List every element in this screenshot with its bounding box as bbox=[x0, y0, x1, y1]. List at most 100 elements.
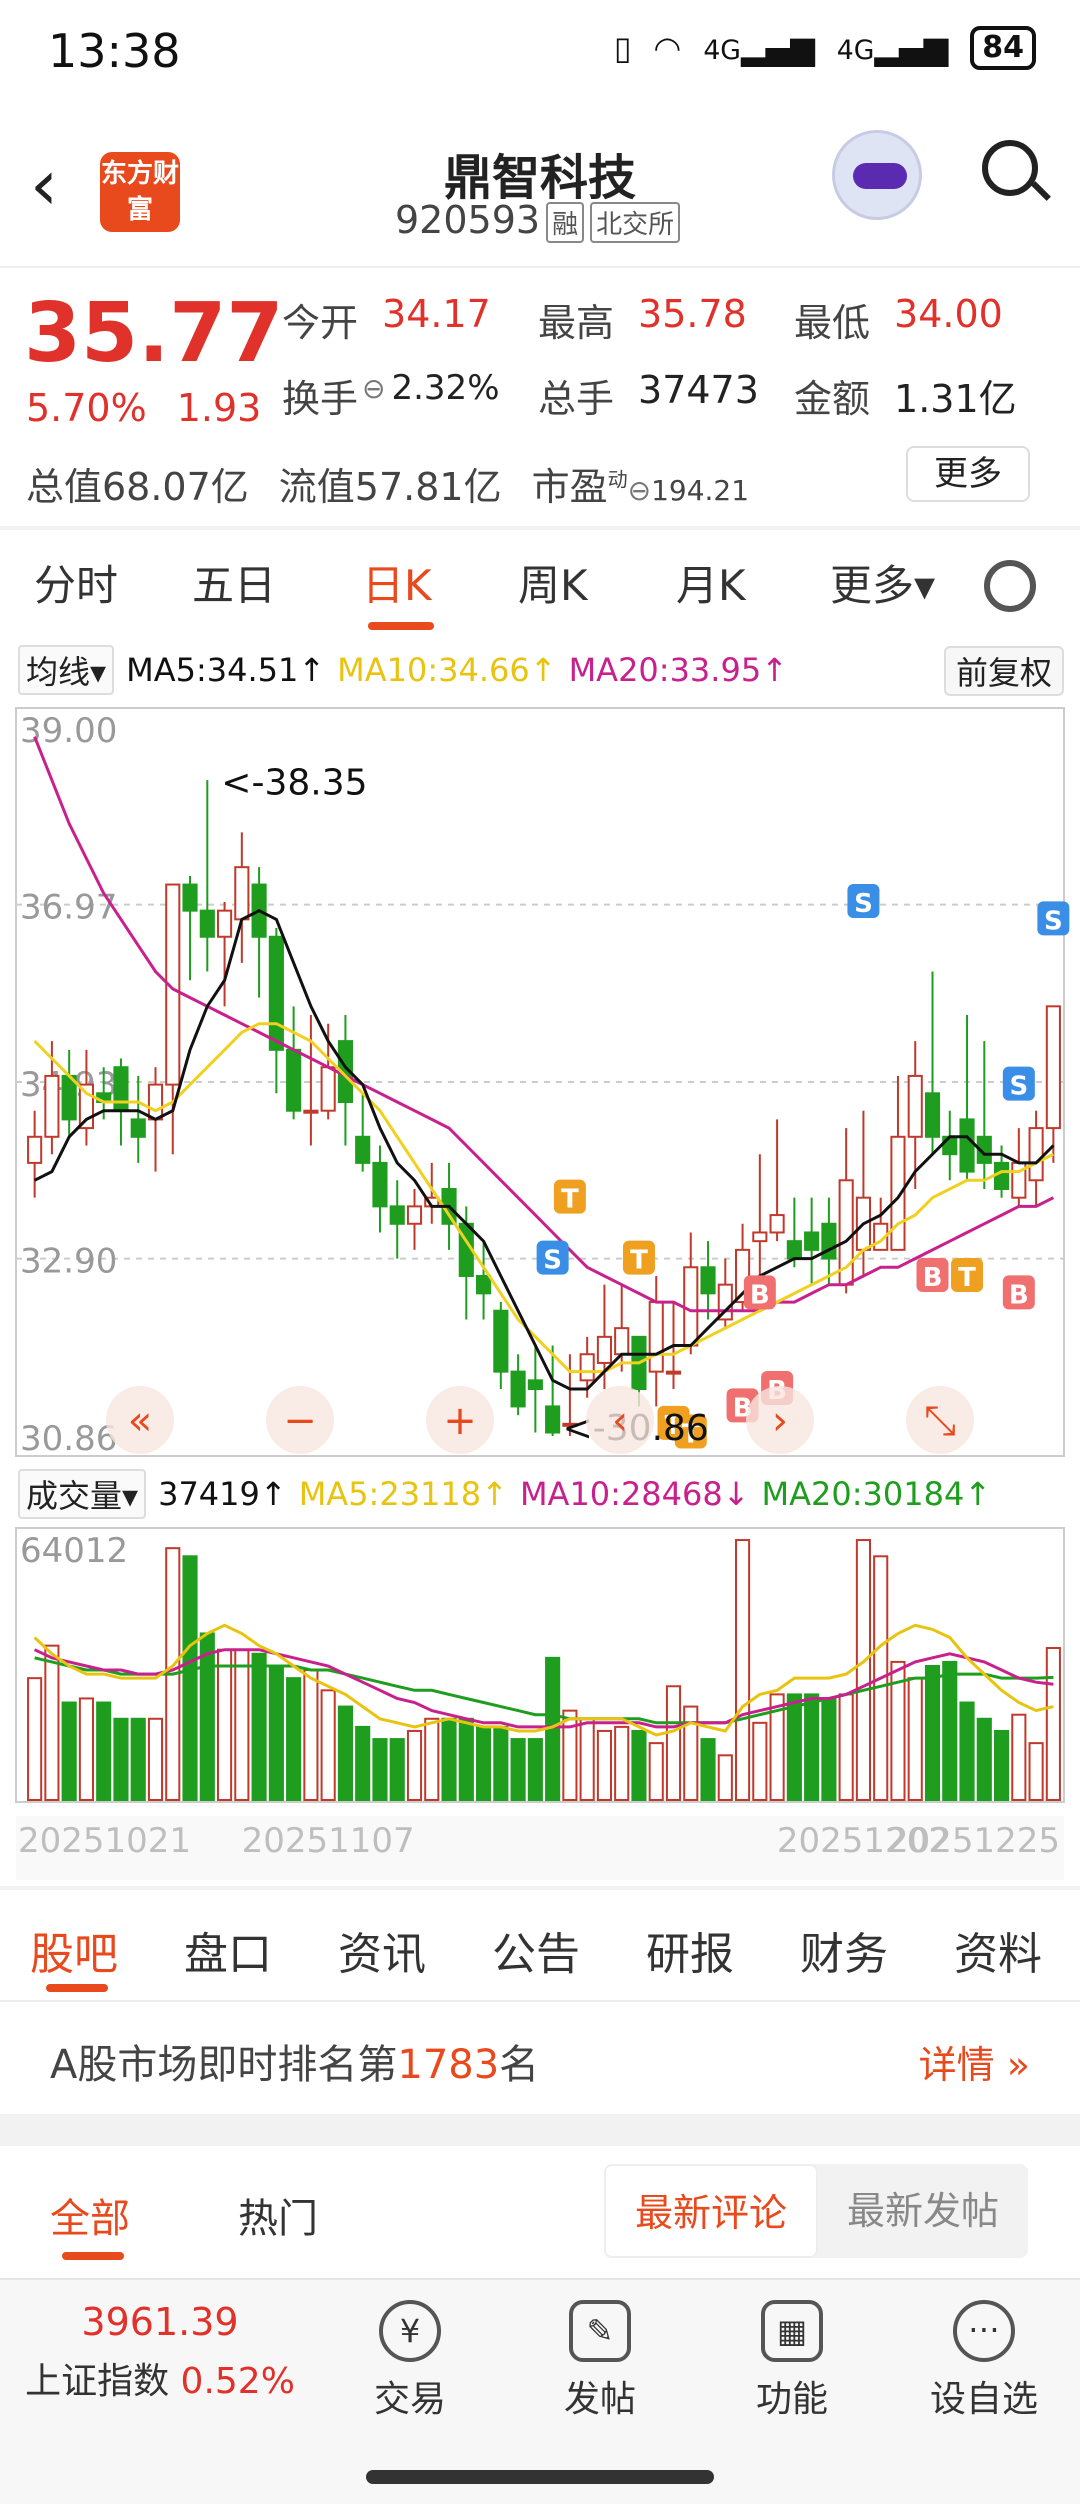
robot-avatar[interactable] bbox=[832, 130, 922, 220]
divider bbox=[0, 1886, 1080, 1890]
volume-bar bbox=[268, 1664, 284, 1801]
candle-body bbox=[907, 1074, 923, 1138]
candle-body bbox=[959, 1118, 975, 1173]
ma20-label: MA20:33.95↑ bbox=[568, 651, 788, 689]
prev-page-icon[interactable] bbox=[106, 1386, 174, 1454]
change-abs: 1.93 bbox=[176, 386, 262, 430]
scroll-left-icon[interactable] bbox=[586, 1386, 654, 1454]
app-logo[interactable]: 东方财富 bbox=[100, 152, 180, 232]
candle-body bbox=[286, 1048, 302, 1112]
tab-hot[interactable]: 热门 bbox=[238, 2196, 318, 2242]
y-tick-label: 30.86 bbox=[20, 1419, 117, 1459]
candle-body bbox=[786, 1240, 802, 1260]
gear-icon[interactable] bbox=[984, 560, 1036, 612]
tab-monthly-k[interactable]: 月K bbox=[676, 561, 746, 610]
volume-indicator-select[interactable]: 成交量▾ bbox=[18, 1469, 147, 1519]
rank-banner[interactable]: A股市场即时排名第1783名 详情 » bbox=[0, 2002, 1080, 2114]
signal-label: S bbox=[1044, 906, 1063, 936]
x-axis-band bbox=[16, 1816, 1064, 1880]
open-value: 34.17 bbox=[382, 292, 491, 336]
signal-label: T bbox=[561, 1185, 579, 1215]
ma5-value: MA5:34.51 bbox=[126, 651, 299, 689]
fullscreen-icon[interactable] bbox=[906, 1386, 974, 1454]
y-tick-label: 36.97 bbox=[20, 888, 117, 928]
tab-all[interactable]: 全部 bbox=[50, 2196, 130, 2242]
volume-max-label: 64012 bbox=[20, 1531, 128, 1571]
volume-bar bbox=[1028, 1742, 1044, 1802]
nav-watchlist[interactable]: ⋯ 设自选 bbox=[914, 2300, 1054, 2422]
candle-body bbox=[545, 1405, 561, 1434]
scroll-left-icon-glyph: ‹ bbox=[612, 1398, 628, 1444]
candle-body bbox=[355, 1135, 371, 1164]
signal-badge bbox=[916, 1257, 949, 1292]
rank-text: A股市场即时排名第1783名 bbox=[50, 2032, 539, 2090]
nav-trade[interactable]: ¥ 交易 bbox=[340, 2300, 480, 2422]
candle-body bbox=[476, 1274, 492, 1295]
y-tick-label: 32.90 bbox=[20, 1242, 117, 1282]
nav-post[interactable]: ✎ 发帖 bbox=[530, 2300, 670, 2422]
candle-body bbox=[769, 1214, 785, 1234]
tab-finance[interactable]: 财务 bbox=[800, 1929, 888, 1980]
volume-bar bbox=[355, 1725, 371, 1801]
candle-body bbox=[994, 1161, 1010, 1190]
index-ticker[interactable]: 3961.39 上证指数 0.52% bbox=[10, 2300, 310, 2404]
signal-badge bbox=[951, 1257, 984, 1292]
tab-guba[interactable]: 股吧 bbox=[30, 1929, 118, 1980]
candle-body bbox=[217, 909, 233, 938]
signal-badge bbox=[674, 1414, 707, 1449]
search-icon[interactable] bbox=[982, 140, 1038, 196]
indicator-select[interactable]: 均线▾ bbox=[18, 645, 115, 695]
candle-body bbox=[199, 909, 215, 938]
tab-more[interactable]: 更多▾ bbox=[830, 561, 936, 610]
volume-bar bbox=[458, 1717, 474, 1801]
tab-daily-k[interactable]: 日K bbox=[362, 561, 432, 610]
scroll-right-icon[interactable] bbox=[746, 1386, 814, 1454]
candle-body bbox=[44, 1074, 60, 1138]
section-gap bbox=[0, 2114, 1080, 2146]
info-icon[interactable]: ⊖ bbox=[362, 372, 386, 405]
open-label: 今开 bbox=[282, 301, 359, 345]
signal-badge bbox=[536, 1240, 569, 1275]
wifi-icon: ◠ bbox=[653, 29, 682, 67]
last-price: 35.77 bbox=[24, 286, 284, 381]
margin-tag: 融 bbox=[546, 202, 585, 243]
info-icon-2[interactable]: ⊖ bbox=[627, 474, 652, 507]
candle-body bbox=[78, 1083, 94, 1130]
volume-chart[interactable]: 6401220251021202511072025120220251225 bbox=[0, 1522, 1080, 1882]
high-value: 35.78 bbox=[638, 292, 747, 336]
signal-label: S bbox=[543, 1246, 562, 1276]
candle-body bbox=[596, 1335, 612, 1364]
volume-bar bbox=[1045, 1647, 1061, 1801]
ma20-value: MA20:33.95 bbox=[568, 651, 762, 689]
vol-ma10-line bbox=[33, 1648, 1054, 1729]
zoom-out-icon[interactable] bbox=[266, 1386, 334, 1454]
more-button[interactable]: 更多 bbox=[906, 446, 1030, 502]
back-icon[interactable]: ‹ bbox=[30, 144, 58, 226]
sort-latest-post[interactable]: 最新发帖 bbox=[846, 2189, 999, 2233]
stock-code-text: 920593 bbox=[395, 198, 541, 242]
tab-intraday[interactable]: 分时 bbox=[34, 561, 119, 610]
volume-bar bbox=[286, 1677, 302, 1801]
candlestick-chart[interactable]: 39.0036.9734.9332.9030.86STTTTBBBSBTSBS<… bbox=[0, 700, 1080, 1460]
zoom-in-icon[interactable] bbox=[426, 1386, 494, 1454]
tab-news[interactable]: 资讯 bbox=[338, 1929, 426, 1980]
sort-latest-comment[interactable]: 最新评论 bbox=[604, 2164, 818, 2258]
volume-frame bbox=[15, 1527, 1065, 1803]
high-label: 最高 bbox=[538, 301, 615, 345]
adjust-button[interactable]: 前复权 bbox=[943, 646, 1064, 696]
tab-5day[interactable]: 五日 bbox=[192, 561, 277, 610]
nav-functions[interactable]: ▦ 功能 bbox=[722, 2300, 862, 2422]
tab-profile[interactable]: 资料 bbox=[954, 1929, 1042, 1980]
tab-pankou[interactable]: 盘口 bbox=[184, 1929, 272, 1980]
signal-badge bbox=[553, 1179, 586, 1214]
tab-announcements[interactable]: 公告 bbox=[492, 1929, 580, 1980]
detail-link[interactable]: 详情 » bbox=[918, 2043, 1030, 2087]
nav-trade-label: 交易 bbox=[373, 2379, 446, 2420]
change-pct: 5.70% bbox=[26, 386, 147, 430]
candle-body bbox=[372, 1161, 388, 1208]
index-value: 3961.39 bbox=[81, 2300, 239, 2344]
indicator-select-label: 均线 bbox=[26, 653, 91, 691]
volume-bar bbox=[78, 1697, 94, 1801]
tab-weekly-k[interactable]: 周K bbox=[518, 561, 588, 610]
tab-research[interactable]: 研报 bbox=[646, 1929, 734, 1980]
